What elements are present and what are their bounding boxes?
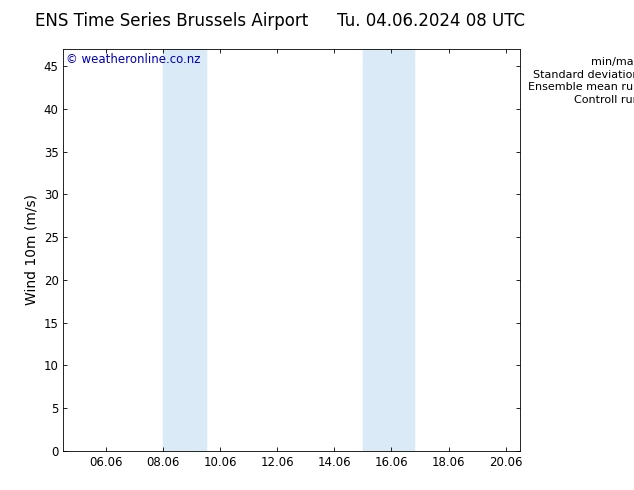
Y-axis label: Wind 10m (m/s): Wind 10m (m/s): [24, 195, 38, 305]
Text: ENS Time Series Brussels Airport: ENS Time Series Brussels Airport: [35, 12, 307, 30]
Text: Tu. 04.06.2024 08 UTC: Tu. 04.06.2024 08 UTC: [337, 12, 525, 30]
Bar: [363, 49, 415, 451]
Text: © weatheronline.co.nz: © weatheronline.co.nz: [66, 53, 200, 66]
Bar: [164, 49, 206, 451]
Legend: min/max, Standard deviation, Ensemble mean run, Controll run: min/max, Standard deviation, Ensemble me…: [526, 54, 634, 107]
